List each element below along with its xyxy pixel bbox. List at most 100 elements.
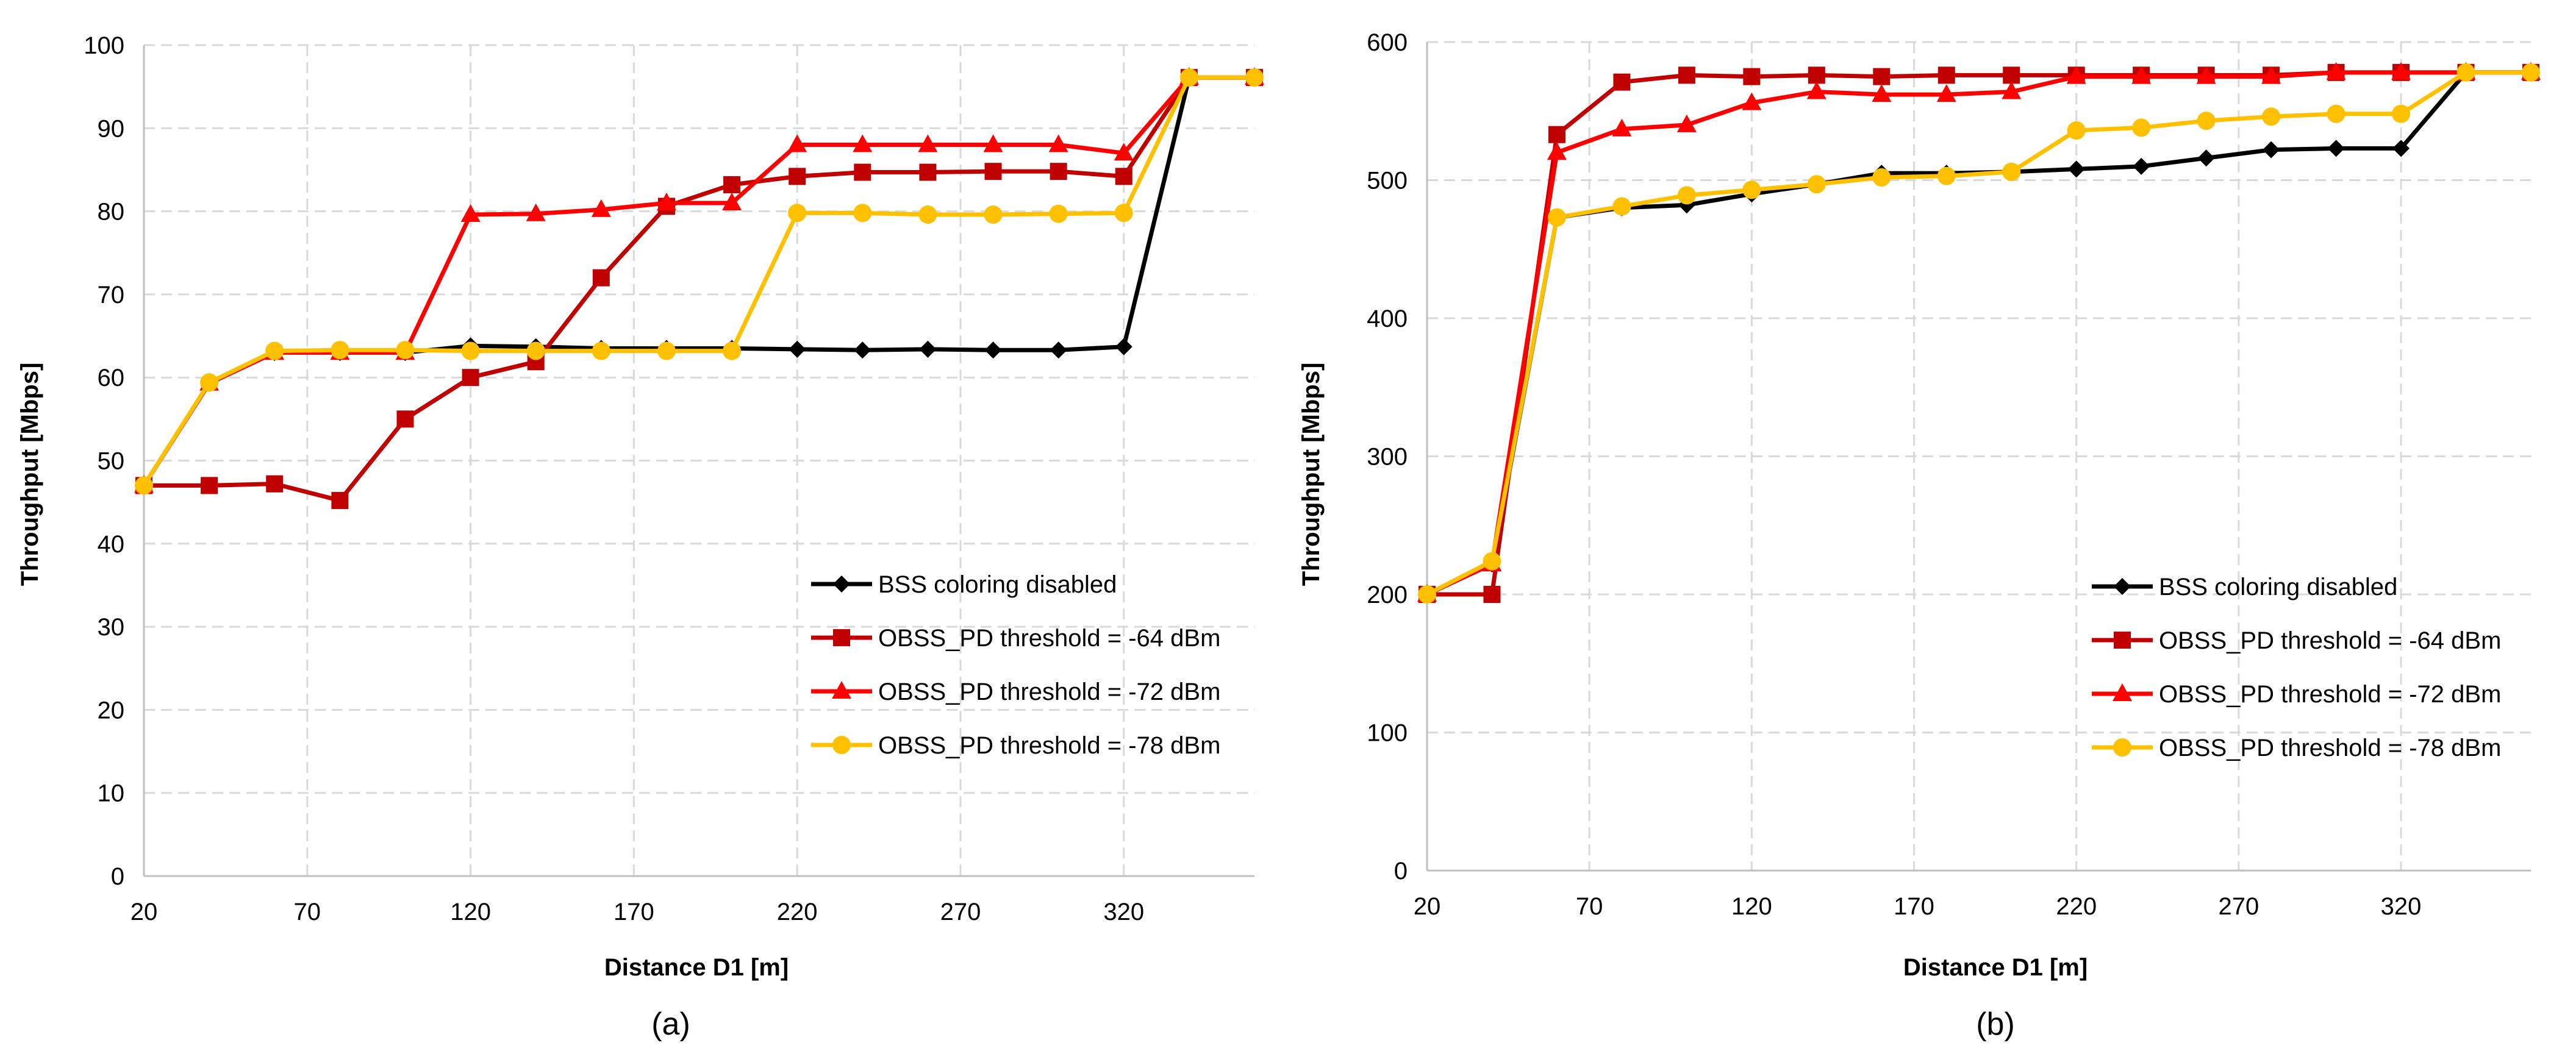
data-point-b-3-1	[1483, 552, 1501, 571]
legend-label-b-2: OBSS_PD threshold = -72 dBm	[2159, 681, 2501, 708]
legend-marker-a-1	[833, 629, 850, 646]
data-point-a-3-16	[1179, 68, 1198, 87]
data-point-a-2-6	[526, 203, 546, 221]
data-point-b-0-14	[2327, 140, 2345, 157]
data-point-b-2-8	[1936, 84, 1956, 102]
data-point-a-0-14	[1050, 341, 1067, 359]
series-a	[134, 67, 1264, 509]
data-point-a-3-5	[461, 341, 480, 360]
data-point-b-2-9	[2002, 81, 2022, 99]
y-tick-label-b-2: 200	[1367, 582, 1408, 608]
axes-a: 0 10 20 30 40 50 60 70 80 90 100 20 70 120 170 220 270 32…	[84, 32, 1254, 925]
legend-label-a-3: OBSS_PD threshold = -78 dBm	[878, 732, 1220, 759]
data-point-b-2-10	[2066, 66, 2086, 84]
data-point-b-2-15	[2391, 62, 2411, 80]
data-point-b-3-6	[1807, 175, 1826, 194]
data-point-a-1-15	[1115, 168, 1132, 185]
y-tick-label-a-8: 80	[98, 199, 125, 226]
data-point-b-3-11	[2132, 118, 2151, 137]
x-tick-label-b-5: 270	[2219, 893, 2259, 920]
data-point-a-0-13	[984, 341, 1002, 359]
data-point-a-0-11	[854, 341, 871, 359]
data-point-a-3-11	[853, 204, 872, 223]
data-point-a-3-4	[396, 341, 415, 360]
series-line-b-3	[1425, 70, 2533, 597]
data-point-b-2-11	[2131, 66, 2152, 84]
data-point-b-0-11	[2133, 157, 2150, 175]
data-point-a-3-14	[1049, 204, 1068, 223]
data-point-a-2-11	[853, 134, 873, 152]
y-tick-label-a-6: 60	[98, 365, 125, 391]
data-point-b-2-14	[2326, 62, 2346, 80]
x-axis-label-a: Distance D1 [m]	[604, 954, 789, 981]
data-point-a-2-9	[722, 192, 742, 210]
data-point-a-1-1	[201, 477, 218, 494]
data-point-b-1-5	[1743, 68, 1761, 85]
data-point-a-3-12	[918, 205, 937, 224]
x-tick-label-a-6: 320	[1103, 899, 1144, 925]
data-point-a-0-10	[789, 340, 806, 358]
data-point-a-1-7	[592, 269, 610, 287]
chart-panel-b: 0 100 200 300 400 500 600 20 70 120 170 220 270 320 D…	[1298, 29, 2541, 1042]
data-point-b-3-10	[2067, 121, 2086, 140]
data-point-a-2-7	[591, 199, 611, 217]
data-point-b-2-3	[1612, 118, 1632, 137]
x-tick-label-a-0: 20	[131, 899, 158, 925]
data-point-a-1-4	[396, 410, 414, 428]
data-point-a-2-13	[983, 134, 1003, 152]
y-tick-label-b-0: 0	[1394, 858, 1408, 885]
data-point-a-3-7	[592, 341, 610, 360]
x-tick-label-b-4: 220	[2056, 893, 2097, 920]
data-point-b-1-3	[1613, 73, 1631, 91]
legend-label-a-1: OBSS_PD threshold = -64 dBm	[878, 625, 1220, 652]
data-point-b-3-2	[1547, 208, 1566, 227]
data-point-b-2-2	[1547, 142, 1567, 160]
y-tick-label-a-1: 10	[98, 780, 125, 807]
data-point-b-2-13	[2261, 66, 2281, 84]
data-point-b-0-13	[2263, 141, 2280, 159]
data-point-a-1-9	[723, 176, 741, 193]
data-point-b-3-7	[1872, 168, 1891, 187]
data-point-a-1-11	[854, 163, 871, 181]
legend-b: BSS coloring disabled OBSS_PD threshold =…	[2092, 574, 2501, 761]
series-line-a-2	[141, 75, 1257, 488]
data-point-b-3-13	[2262, 107, 2281, 126]
data-point-a-2-15	[1114, 143, 1134, 161]
data-point-b-3-15	[2392, 104, 2411, 123]
legend-label-b-3: OBSS_PD threshold = -78 dBm	[2159, 735, 2501, 761]
x-tick-label-b-6: 320	[2381, 893, 2422, 920]
y-tick-label-a-2: 20	[98, 697, 125, 724]
legend-marker-b-3	[2113, 738, 2131, 757]
y-tick-label-b-6: 600	[1367, 29, 1408, 56]
data-point-b-1-6	[1808, 66, 1825, 84]
data-point-a-1-10	[789, 168, 806, 185]
data-point-b-3-12	[2197, 112, 2216, 130]
x-tick-label-a-2: 120	[450, 899, 491, 925]
data-point-a-3-1	[200, 373, 219, 392]
data-point-b-2-5	[1742, 92, 1762, 110]
data-point-b-3-16	[2456, 63, 2475, 82]
data-point-b-1-7	[1873, 68, 1891, 85]
data-point-b-3-4	[1677, 186, 1696, 205]
y-axis-label-a: Throughput [Mbps]	[16, 363, 43, 586]
legend-label-b-1: OBSS_PD threshold = -64 dBm	[2159, 627, 2501, 654]
series-line-b-2	[1425, 70, 2533, 597]
legend-marker-a-3	[832, 736, 851, 754]
y-tick-label-a-5: 50	[98, 448, 125, 475]
x-tick-label-a-5: 270	[940, 899, 981, 925]
x-tick-label-b-3: 170	[1894, 893, 1934, 920]
y-tick-label-b-3: 300	[1367, 444, 1408, 471]
data-point-a-2-5	[460, 204, 481, 223]
legend-marker-b-1	[2114, 632, 2131, 649]
data-point-a-3-10	[788, 204, 807, 223]
data-point-a-2-10	[787, 134, 807, 152]
x-tick-label-b-1: 70	[1576, 893, 1603, 920]
series-line-a-1	[141, 75, 1257, 503]
y-tick-label-a-7: 70	[98, 282, 125, 308]
data-point-a-1-5	[462, 369, 479, 387]
data-point-b-3-3	[1612, 197, 1631, 216]
data-point-a-1-12	[919, 163, 937, 181]
data-point-a-1-13	[984, 163, 1002, 180]
